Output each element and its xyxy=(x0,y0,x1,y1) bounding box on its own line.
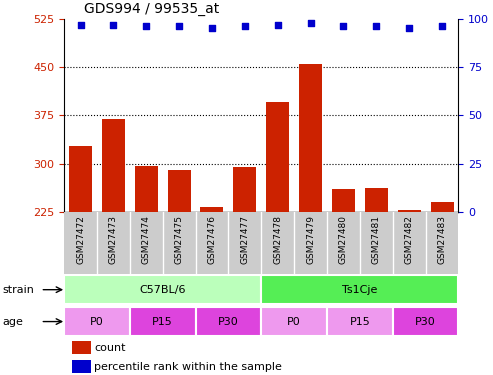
Bar xyxy=(266,102,289,357)
Text: Ts1Cje: Ts1Cje xyxy=(342,285,378,295)
Bar xyxy=(72,360,91,373)
Text: GSM27476: GSM27476 xyxy=(208,215,216,264)
Bar xyxy=(196,307,261,336)
Bar xyxy=(327,307,393,336)
Bar xyxy=(261,307,327,336)
Text: P15: P15 xyxy=(350,316,370,327)
Text: count: count xyxy=(94,343,126,353)
Text: GSM27477: GSM27477 xyxy=(241,215,249,264)
Bar xyxy=(72,341,91,354)
Bar xyxy=(64,307,130,336)
Text: GSM27481: GSM27481 xyxy=(372,215,381,264)
Bar xyxy=(430,202,454,357)
Text: P30: P30 xyxy=(415,316,436,327)
Text: C57BL/6: C57BL/6 xyxy=(140,285,186,295)
Text: P30: P30 xyxy=(218,316,239,327)
Bar xyxy=(233,167,256,357)
Bar xyxy=(393,307,458,336)
Point xyxy=(109,21,117,27)
Bar xyxy=(299,64,322,357)
Point xyxy=(175,24,183,30)
Point xyxy=(438,24,446,30)
Text: GSM27475: GSM27475 xyxy=(175,215,183,264)
Text: P15: P15 xyxy=(152,316,173,327)
Bar xyxy=(365,188,388,357)
Bar xyxy=(135,166,158,357)
Text: GSM27480: GSM27480 xyxy=(339,215,348,264)
Bar xyxy=(398,210,421,357)
Text: GSM27479: GSM27479 xyxy=(306,215,315,264)
Text: GSM27482: GSM27482 xyxy=(405,215,414,264)
Point xyxy=(340,24,348,30)
Text: percentile rank within the sample: percentile rank within the sample xyxy=(94,362,282,372)
Text: GSM27478: GSM27478 xyxy=(273,215,282,264)
Bar xyxy=(201,207,223,357)
Point xyxy=(76,21,84,27)
Text: GSM27474: GSM27474 xyxy=(142,215,151,264)
Text: GSM27472: GSM27472 xyxy=(76,215,85,264)
Point xyxy=(142,24,150,30)
Bar xyxy=(102,118,125,357)
Text: strain: strain xyxy=(2,285,35,295)
Bar xyxy=(64,275,261,304)
Point xyxy=(307,20,315,26)
Point xyxy=(208,26,216,32)
Text: age: age xyxy=(2,316,23,327)
Text: GSM27483: GSM27483 xyxy=(438,215,447,264)
Bar xyxy=(168,170,191,357)
Point xyxy=(274,21,282,27)
Bar xyxy=(130,307,196,336)
Point xyxy=(241,24,249,30)
Text: GDS994 / 99535_at: GDS994 / 99535_at xyxy=(84,2,219,16)
Text: GSM27473: GSM27473 xyxy=(109,215,118,264)
Text: P0: P0 xyxy=(90,316,104,327)
Point xyxy=(405,26,413,32)
Bar xyxy=(261,275,458,304)
Point xyxy=(372,24,380,30)
Bar xyxy=(332,189,355,357)
Bar xyxy=(69,146,92,357)
Text: P0: P0 xyxy=(287,316,301,327)
